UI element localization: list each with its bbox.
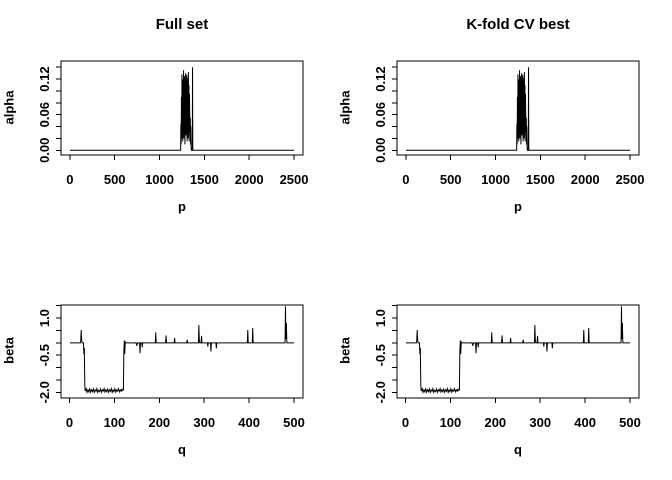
svg-text:0.06: 0.06 xyxy=(373,102,388,127)
svg-text:1.0: 1.0 xyxy=(373,309,388,327)
panel-kfold-cv-beta: 0 100 200 300 400 500 -2.0 -0.5 1.0 q beta xyxy=(336,240,672,480)
y-axis-label: beta xyxy=(337,337,353,364)
svg-text:-0.5: -0.5 xyxy=(373,344,388,366)
svg-text:1000: 1000 xyxy=(481,172,510,187)
svg-text:200: 200 xyxy=(148,415,170,430)
x-axis-label: p xyxy=(178,199,186,214)
svg-text:300: 300 xyxy=(529,415,551,430)
svg-text:100: 100 xyxy=(440,415,462,430)
y-axis-label: alpha xyxy=(1,90,17,125)
svg-text:500: 500 xyxy=(283,415,305,430)
svg-text:300: 300 xyxy=(193,415,215,430)
plot-canvas-kfold-cv-alpha: 0 500 1000 1500 2000 2500 0.00 0.06 0.12 xyxy=(373,60,645,187)
svg-text:2500: 2500 xyxy=(616,172,645,187)
svg-text:-2.0: -2.0 xyxy=(373,381,388,403)
svg-text:0: 0 xyxy=(66,415,73,430)
svg-text:400: 400 xyxy=(238,415,260,430)
y-axis-label: beta xyxy=(1,337,17,364)
panel-kfold-cv-alpha: 0 500 1000 1500 2000 2500 0.00 0.06 0.12 K-fold … xyxy=(336,0,672,240)
panel-full-set-beta: 0 100 200 300 400 500 -2.0 -0.5 1.0 q beta xyxy=(0,240,336,480)
panel-title: Full set xyxy=(155,16,209,33)
svg-text:500: 500 xyxy=(619,415,641,430)
svg-text:0: 0 xyxy=(402,172,409,187)
svg-text:0: 0 xyxy=(66,172,73,187)
svg-text:1500: 1500 xyxy=(190,172,219,187)
x-axis-label: q xyxy=(514,442,522,457)
x-axis-label: p xyxy=(514,199,522,214)
svg-text:100: 100 xyxy=(104,415,126,430)
svg-text:-2.0: -2.0 xyxy=(37,381,52,403)
panel-title: K-fold CV best xyxy=(466,16,570,33)
svg-text:-0.5: -0.5 xyxy=(37,344,52,366)
svg-text:0.06: 0.06 xyxy=(37,102,52,127)
svg-text:1.0: 1.0 xyxy=(37,309,52,327)
svg-text:0: 0 xyxy=(402,415,409,430)
svg-text:0.12: 0.12 xyxy=(373,66,388,91)
plot-canvas-full-set-alpha: 0 500 1000 1500 2000 2500 0.00 0.06 0.12 xyxy=(37,60,309,187)
plot-canvas-kfold-cv-beta: 0 100 200 300 400 500 -2.0 -0.5 1.0 xyxy=(373,304,641,430)
svg-text:0.12: 0.12 xyxy=(37,66,52,91)
plot-canvas-full-set-beta: 0 100 200 300 400 500 -2.0 -0.5 1.0 xyxy=(37,304,305,430)
svg-text:0.00: 0.00 xyxy=(373,138,388,163)
svg-text:1500: 1500 xyxy=(526,172,555,187)
svg-text:400: 400 xyxy=(574,415,596,430)
svg-text:2500: 2500 xyxy=(280,172,309,187)
svg-text:0.00: 0.00 xyxy=(37,138,52,163)
panel-full-set-alpha: 0 500 1000 1500 2000 2500 0.00 0.06 0.12 Full se… xyxy=(0,0,336,240)
svg-text:200: 200 xyxy=(484,415,506,430)
svg-text:500: 500 xyxy=(440,172,462,187)
svg-text:500: 500 xyxy=(104,172,126,187)
y-axis-label: alpha xyxy=(337,90,353,125)
svg-text:2000: 2000 xyxy=(235,172,264,187)
x-axis-label: q xyxy=(178,442,186,457)
svg-text:2000: 2000 xyxy=(571,172,600,187)
svg-text:1000: 1000 xyxy=(145,172,174,187)
